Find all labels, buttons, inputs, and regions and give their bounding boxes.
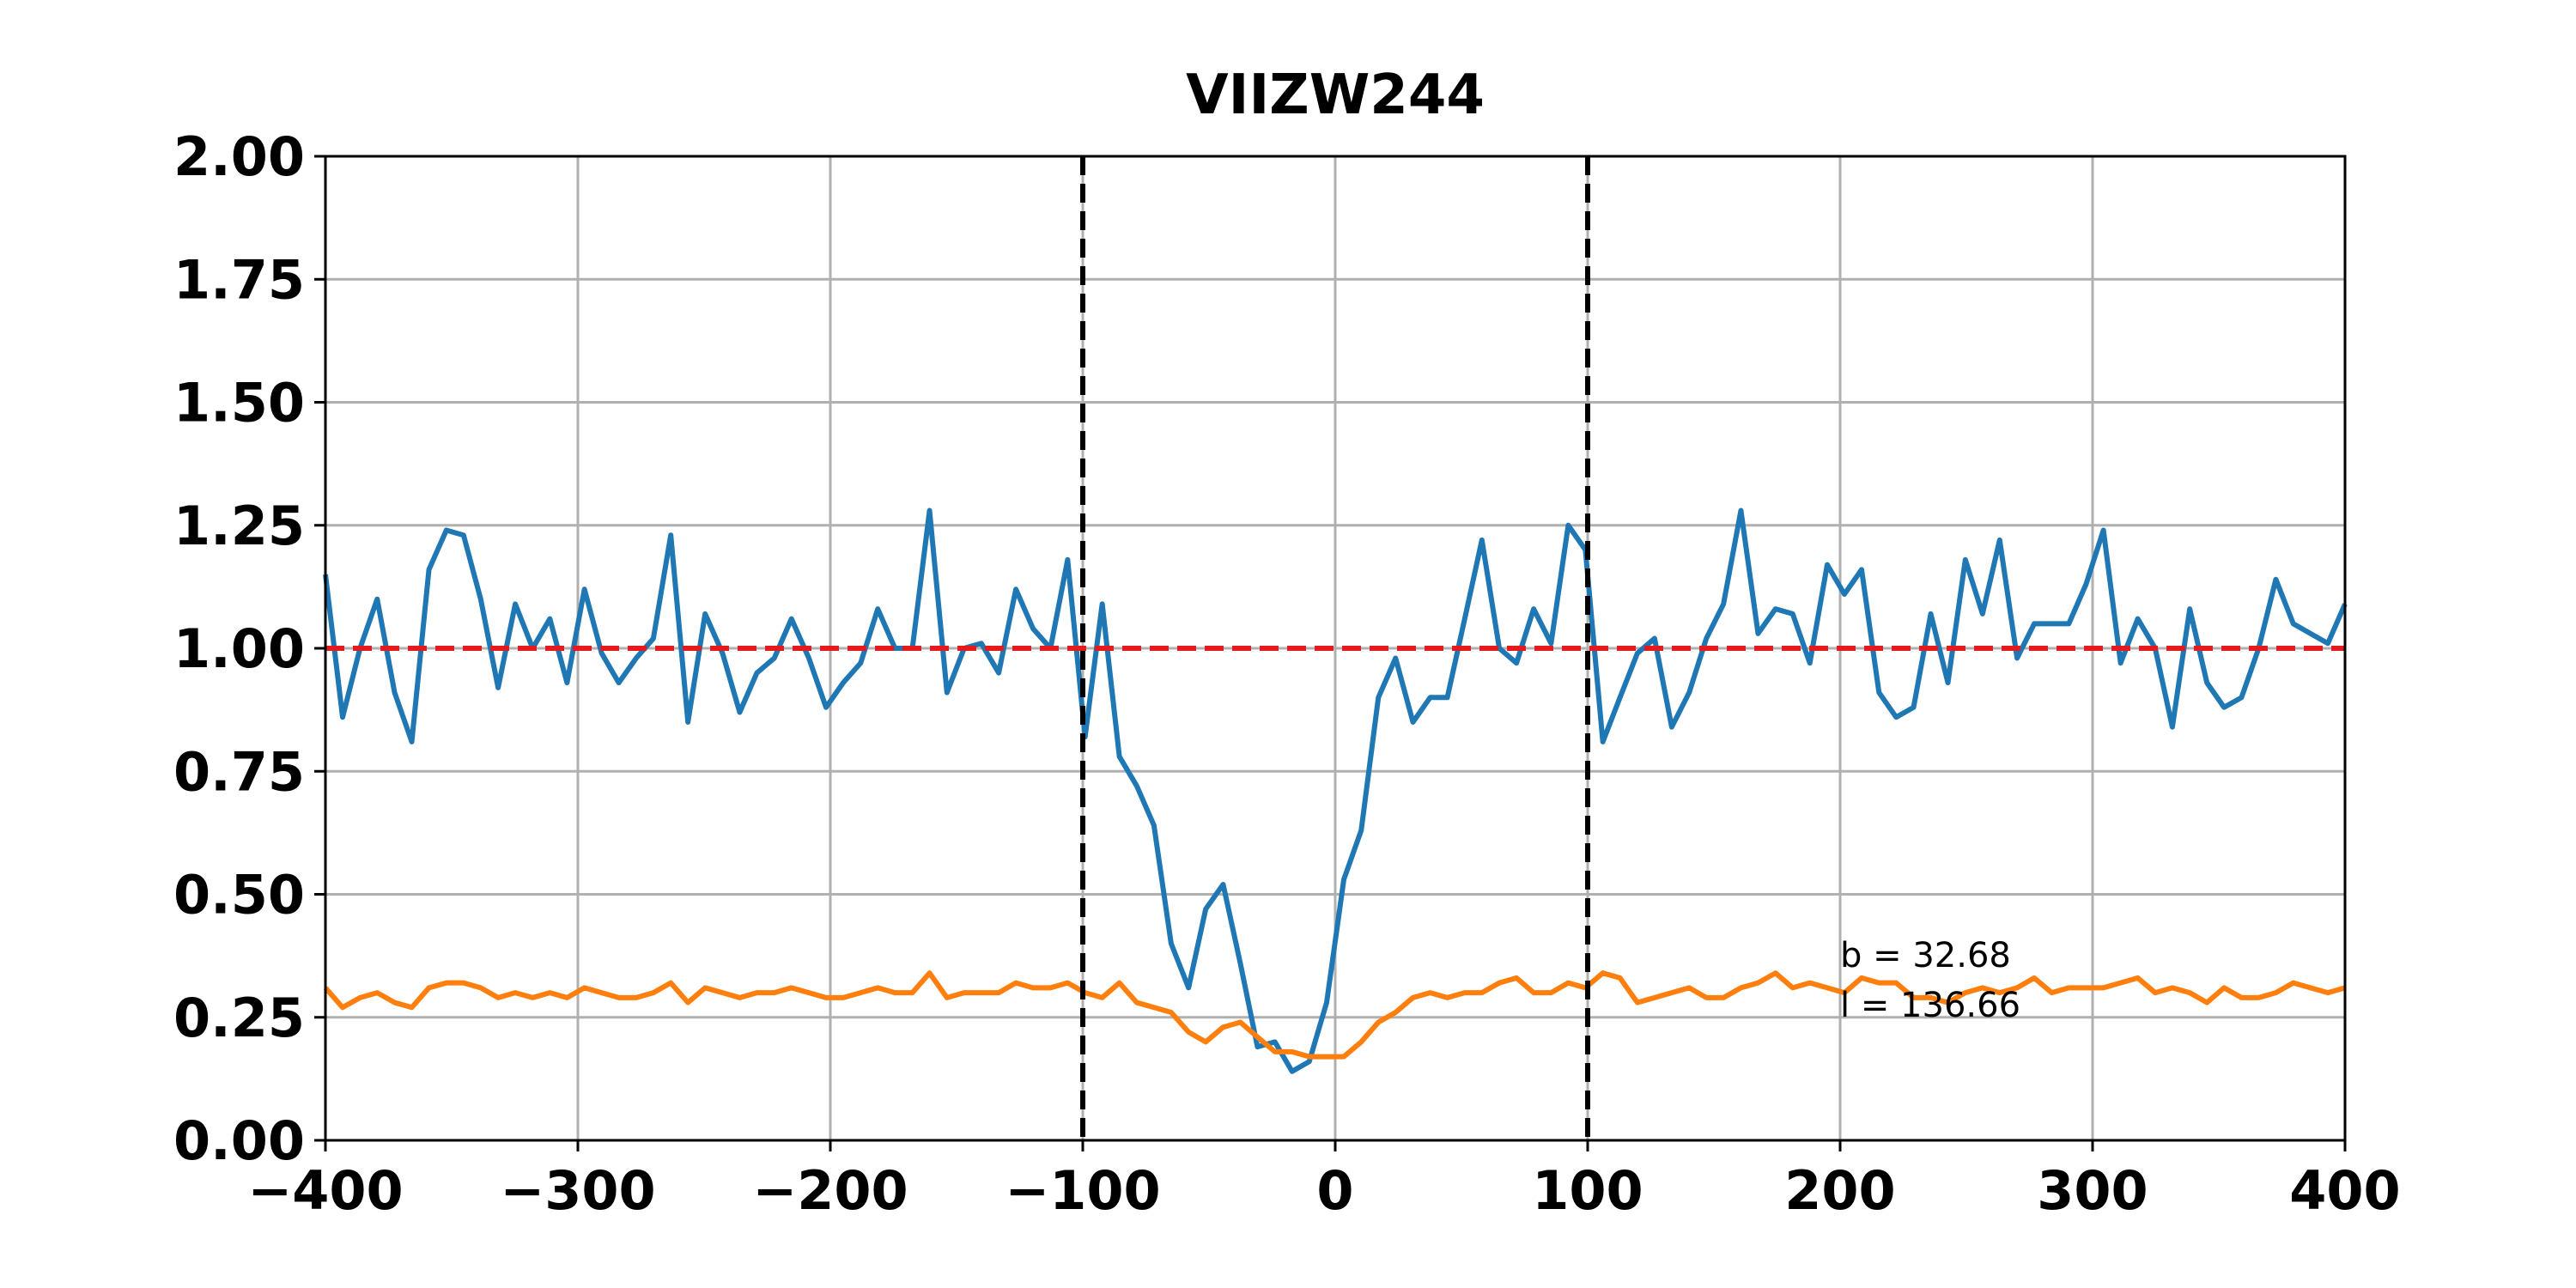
y-tick-label: 0.50	[173, 864, 305, 927]
series-line	[323, 507, 2348, 1074]
y-tick-label: 1.00	[173, 617, 305, 680]
x-tick-label: −400	[247, 1159, 403, 1222]
x-tick-label: 0	[1316, 1159, 1353, 1222]
x-tick-label: −300	[500, 1159, 655, 1222]
series-line	[323, 970, 2346, 1060]
x-tick-label: 300	[2037, 1159, 2148, 1222]
x-tick-label: 200	[1784, 1159, 1895, 1222]
x-tick-label: 100	[1532, 1159, 1643, 1222]
x-tick-label: −200	[752, 1159, 908, 1222]
chart-title: VIIZW244	[1186, 64, 1485, 127]
x-tick-label: −100	[1005, 1159, 1160, 1222]
annotation: l = 136.66	[1840, 986, 2020, 1025]
y-tick-label: 1.50	[173, 372, 305, 434]
x-tick-label: 400	[2289, 1159, 2400, 1222]
y-tick-label: 0.25	[173, 987, 305, 1049]
annotation: b = 32.68	[1840, 936, 2011, 975]
y-tick-label: 1.25	[173, 495, 305, 557]
y-tick-label: 0.00	[173, 1109, 305, 1172]
y-tick-label: 0.75	[173, 740, 305, 803]
y-tick-label: 2.00	[173, 125, 305, 188]
plot-frame	[324, 155, 2347, 1142]
y-tick-label: 1.75	[173, 248, 305, 311]
